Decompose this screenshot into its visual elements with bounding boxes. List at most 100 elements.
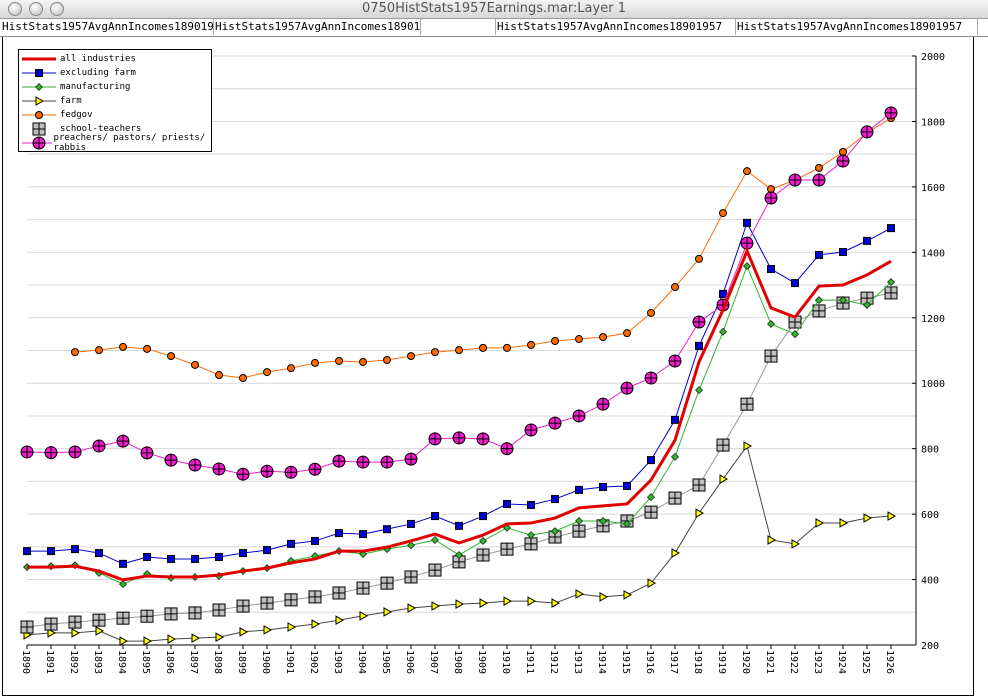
data-point [143,636,153,646]
header-cell[interactable]: HistStats1957AvgAnnIncomes18901957 [2,19,214,35]
data-point [68,615,82,629]
data-point [791,330,799,339]
data-point [695,254,703,263]
legend-marker [32,136,46,150]
data-point [839,147,847,156]
x-tick-label: 1922 [788,650,799,674]
data-point [332,454,346,468]
data-point [308,590,322,604]
data-point [20,620,34,634]
y-tick-label: 2000 [921,52,945,63]
data-point [479,598,489,608]
data-point [164,453,178,467]
x-tick-label: 1903 [332,650,343,674]
data-point [575,485,583,494]
data-point [668,491,682,505]
legend-swatch [22,83,56,91]
header-cell[interactable] [420,19,496,35]
data-point [287,622,297,632]
data-point [575,335,583,344]
data-point [476,432,490,446]
legend-marker [35,96,45,106]
data-point [623,329,631,338]
data-point [311,536,319,545]
data-point [767,265,775,274]
data-point [68,445,82,459]
header-cell[interactable]: HistStats1957AvgAnnIncomes18901957 [735,19,978,35]
x-tick-label: 1924 [836,650,847,674]
data-point [44,617,58,631]
data-point [812,304,826,318]
series-line-excluding-farm [27,221,892,565]
data-point [452,431,466,445]
data-point [767,535,777,545]
x-tick-label: 1907 [428,650,439,674]
data-point [44,446,58,460]
data-point [719,474,729,484]
legend-item: all industries [20,52,136,66]
window-titlebar: 0750HistStats1957Earnings.mar:Layer 1 [0,0,988,19]
data-point [860,125,874,139]
data-point [335,529,343,538]
data-point [215,371,223,380]
zoom-button[interactable] [50,2,64,16]
data-point [239,549,247,558]
header-cell[interactable]: HistStats1957AvgAnnIncomes18901957 [495,19,736,35]
x-tick-label: 1917 [668,650,679,674]
data-point [767,320,775,328]
x-tick-label: 1918 [692,650,703,674]
data-point [215,552,223,561]
data-point [647,493,655,502]
x-tick-label: 1896 [164,650,175,674]
data-point [647,578,657,589]
data-point [551,527,559,536]
data-point [431,601,441,611]
data-point [95,626,105,636]
data-point [140,446,154,460]
data-point [380,576,394,590]
data-point [527,500,535,509]
data-point [311,619,321,629]
data-point [671,452,679,461]
data-point [47,628,57,638]
data-point [284,593,298,607]
legend-item: fedgov [20,108,93,122]
data-point [695,341,703,350]
data-point [839,248,847,257]
data-point [359,611,369,621]
data-point [263,546,271,555]
x-tick-label: 1913 [572,650,583,674]
data-point [764,191,778,205]
data-point [863,513,873,523]
data-point [791,279,799,288]
close-button[interactable] [8,2,22,16]
data-point [383,525,391,534]
data-point [431,512,439,521]
x-tick-label: 1905 [380,650,391,674]
data-point [527,596,537,607]
data-point [116,434,130,448]
data-point [479,512,487,521]
data-point [383,607,393,617]
data-point [191,554,199,563]
header-cell[interactable]: HistStats1957AvgAnnIncomes18901957 [215,19,421,35]
x-tick-label: 1909 [476,650,487,674]
x-tick-label: 1912 [548,650,559,674]
data-point [524,423,538,437]
minimize-button[interactable] [29,2,43,16]
data-point [287,539,295,548]
data-point [431,536,439,544]
data-point [815,250,823,259]
data-point [71,348,79,357]
data-point [599,592,609,602]
data-point [455,521,463,530]
data-point [812,173,826,187]
data-point [623,481,631,490]
data-point [215,632,225,643]
data-point [551,598,561,608]
data-point [47,547,55,556]
data-point [644,371,658,385]
series-line-preachers-pastors-priests-rabbis [26,112,892,475]
data-point [743,441,753,451]
data-point [791,539,801,549]
